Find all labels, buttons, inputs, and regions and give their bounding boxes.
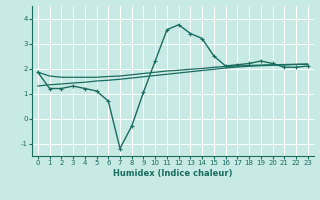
X-axis label: Humidex (Indice chaleur): Humidex (Indice chaleur) [113, 169, 233, 178]
